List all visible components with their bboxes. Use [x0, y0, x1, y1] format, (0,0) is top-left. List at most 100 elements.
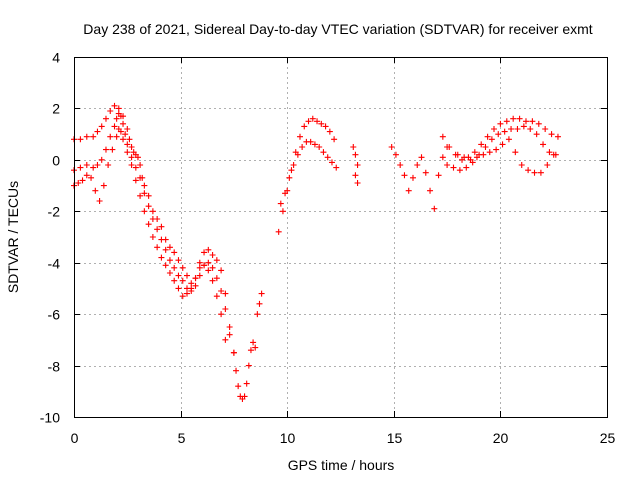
data-point: [505, 136, 512, 143]
data-point: [550, 151, 557, 158]
data-point: [149, 208, 156, 215]
data-point: [109, 146, 116, 153]
data-point: [166, 270, 173, 276]
data-point: [124, 149, 131, 156]
data-point: [409, 174, 416, 181]
data-point: [145, 203, 152, 210]
data-point: [294, 151, 301, 158]
data-point: [183, 272, 190, 279]
x-tick-label: 15: [387, 430, 403, 446]
data-point: [196, 259, 203, 266]
data-point: [222, 290, 229, 297]
data-point: [435, 172, 442, 179]
data-point: [98, 156, 105, 163]
data-point: [286, 174, 293, 181]
data-point: [331, 136, 338, 143]
data-point: [450, 164, 457, 171]
data-point: [243, 380, 250, 387]
data-point: [201, 249, 208, 256]
data-point: [137, 192, 144, 199]
data-point: [77, 136, 84, 143]
data-point: [461, 154, 468, 161]
data-point: [444, 162, 451, 168]
data-point: [307, 138, 314, 145]
data-point: [113, 115, 120, 122]
series-track-d: [230, 290, 265, 402]
data-point: [149, 234, 156, 240]
data-point: [102, 146, 109, 153]
series-track-a: [71, 102, 233, 330]
data-point: [111, 102, 118, 109]
data-point: [401, 172, 408, 179]
series-track-j: [444, 123, 559, 174]
x-tick-label: 20: [493, 430, 509, 446]
data-point: [188, 285, 195, 292]
data-point: [145, 192, 152, 199]
data-point: [158, 223, 165, 230]
data-point: [115, 105, 122, 112]
data-point: [544, 162, 551, 168]
data-point: [120, 120, 127, 127]
y-axis-label: SDTVAR / TECUs: [5, 181, 21, 293]
series-track-c: [71, 126, 229, 343]
data-point: [124, 126, 131, 132]
data-point: [117, 113, 124, 120]
data-point: [213, 257, 220, 264]
data-point: [90, 133, 97, 140]
data-point: [245, 362, 252, 369]
data-point: [533, 131, 540, 138]
data-point: [218, 311, 225, 318]
data-point: [94, 128, 101, 135]
data-point: [196, 264, 203, 271]
x-axis-label: GPS time / hours: [288, 457, 395, 473]
series-track-e: [275, 115, 338, 235]
data-point: [290, 162, 297, 168]
data-point: [352, 172, 359, 179]
data-point: [333, 164, 340, 171]
data-point: [107, 133, 114, 140]
data-point: [213, 275, 220, 282]
x-tick-label: 10: [280, 430, 296, 446]
data-point: [546, 149, 553, 156]
data-point: [111, 123, 118, 130]
y-tick-label: -10: [40, 410, 60, 426]
data-point: [537, 169, 544, 176]
data-point: [516, 115, 523, 122]
grid-lines: [74, 57, 607, 417]
data-point: [454, 151, 461, 158]
data-point: [132, 164, 139, 171]
y-tick-label: -2: [48, 204, 61, 220]
data-point: [75, 180, 82, 186]
data-point: [392, 151, 399, 158]
data-point: [275, 228, 282, 235]
data-point: [162, 246, 169, 253]
series-track-f: [277, 138, 340, 207]
data-point: [512, 149, 519, 156]
data-point: [132, 177, 139, 184]
data-point: [522, 118, 529, 125]
data-point: [456, 167, 463, 174]
data-point: [149, 216, 156, 222]
data-point: [113, 133, 120, 140]
data-point: [158, 236, 165, 243]
data-point: [554, 133, 561, 140]
data-point: [102, 115, 109, 122]
data-point: [128, 162, 135, 168]
data-point: [520, 123, 527, 130]
data-point: [226, 331, 233, 338]
data-point: [83, 162, 90, 168]
data-point: [529, 118, 536, 125]
data-point: [105, 162, 112, 168]
data-point: [486, 149, 493, 156]
data-point: [196, 272, 203, 279]
x-tick-label: 25: [600, 430, 616, 446]
data-point: [478, 141, 485, 148]
data-point: [288, 167, 295, 174]
data-point: [96, 198, 103, 204]
data-point: [222, 336, 229, 343]
data-point: [175, 257, 182, 264]
data-point: [83, 133, 90, 140]
data-point: [414, 162, 421, 168]
